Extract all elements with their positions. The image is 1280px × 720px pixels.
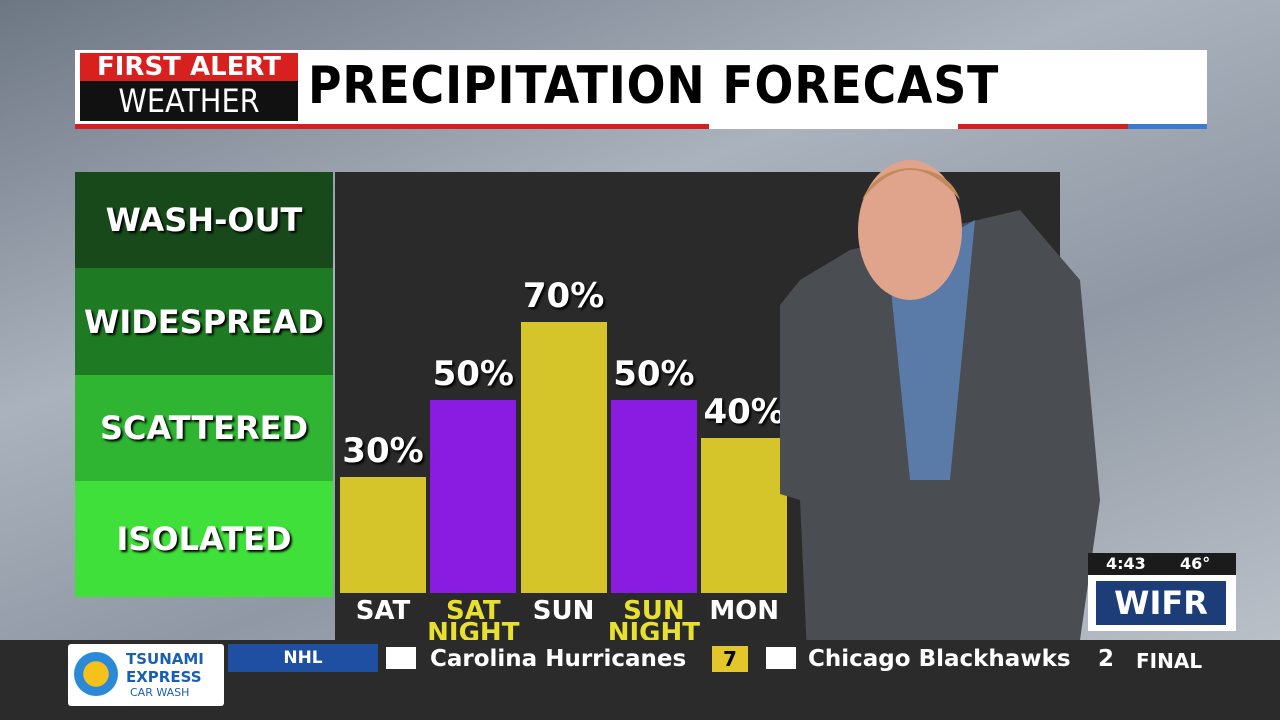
intensity-level: WASH-OUT — [75, 172, 333, 268]
sponsor: TSUNAMI EXPRESS CAR WASH — [68, 644, 224, 706]
temperature: 46° — [1180, 554, 1211, 573]
sponsor-text: EXPRESS — [126, 668, 202, 686]
sponsor-text: TSUNAMI — [126, 650, 204, 668]
header-rule — [75, 124, 1207, 129]
team-logo — [766, 647, 796, 669]
bug-top — [1088, 553, 1236, 575]
title: PRECIPITATION FORECAST — [308, 56, 1000, 116]
sponsor-text: CAR WASH — [130, 686, 190, 699]
category-label: MON — [709, 596, 780, 626]
score: 2 — [1098, 646, 1115, 672]
bar — [340, 476, 426, 593]
brand-bottom: WEATHER — [80, 81, 298, 121]
category-label: SUN — [532, 596, 595, 626]
category-label: SAT — [355, 596, 411, 626]
value-label: 40% — [703, 392, 785, 433]
station-bug: 4:43 46° WIFR — [1088, 553, 1236, 631]
team: Carolina Hurricanes — [430, 646, 687, 672]
intensity-level: WIDESPREAD — [75, 268, 333, 375]
value-label: 50% — [432, 353, 514, 394]
category-label: SUN NIGHT — [607, 596, 701, 648]
category-label: SAT NIGHT — [427, 596, 520, 648]
bar — [430, 399, 517, 593]
bar — [610, 399, 697, 593]
value-label: 30% — [342, 430, 424, 471]
bar — [520, 322, 607, 593]
presenter — [780, 160, 1100, 720]
sponsor-logo — [74, 652, 118, 696]
intensity-level: ISOLATED — [75, 481, 333, 597]
intensity-level: SCATTERED — [75, 375, 333, 481]
intensity-legend: WASH-OUT WIDESPREAD SCATTERED ISOLATED — [75, 172, 333, 597]
value-label: 50% — [613, 353, 695, 394]
brand-top: FIRST ALERT — [80, 53, 298, 81]
value-label: 70% — [522, 276, 605, 317]
bar — [701, 438, 788, 593]
time: 4:43 — [1106, 554, 1146, 573]
team: Chicago Blackhawks — [808, 646, 1071, 672]
brand: FIRST ALERT WEATHER — [80, 53, 298, 121]
status: FINAL — [1136, 649, 1203, 673]
score: 7 — [712, 646, 748, 672]
team-logo — [386, 647, 416, 669]
call-sign: WIFR — [1096, 581, 1226, 625]
league: NHL — [228, 644, 378, 672]
